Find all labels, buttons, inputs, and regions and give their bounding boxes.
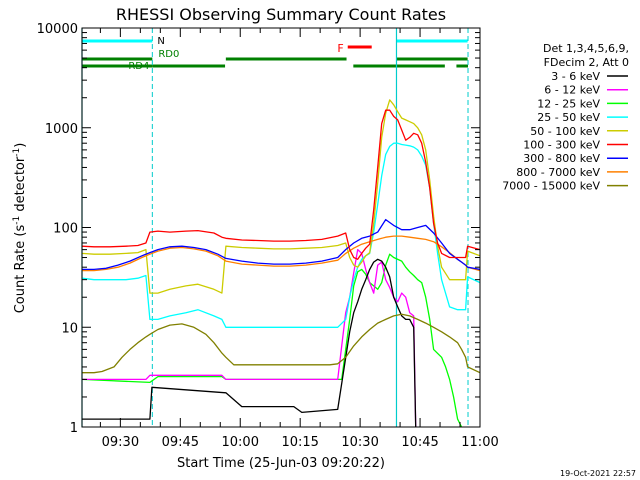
axis-ticks: 09:30 09:45 10:00 10:15 10:30 10:45 11:00 1 10 10… xyxy=(37,22,499,450)
footer-timestamp: 19-Oct-2021 22:57 xyxy=(560,469,636,478)
legend-label: 12 - 25 keV xyxy=(537,97,600,110)
series-line xyxy=(81,142,481,328)
x-tick-label: 10:15 xyxy=(281,435,318,450)
series-layer xyxy=(81,99,481,428)
legend-label: 50 - 100 keV xyxy=(530,125,600,138)
legend-label: 7000 - 15000 keV xyxy=(502,180,600,193)
legend-label: 800 - 7000 keV xyxy=(516,166,600,179)
time-markers xyxy=(81,28,469,427)
x-tick-label: 10:45 xyxy=(401,435,438,450)
plot-frame xyxy=(81,27,481,428)
status-bars: N F RD0 RD4 xyxy=(82,36,469,72)
y-axis-label: Count Rate (s-1 detector-1) xyxy=(12,143,28,314)
y-label-part1: Count Rate (s xyxy=(13,225,28,314)
series-line xyxy=(82,248,417,428)
legend-label: 100 - 300 keV xyxy=(523,139,600,152)
flare-label: F xyxy=(337,42,343,55)
series-line xyxy=(82,218,481,271)
y-label-sup2: -1 xyxy=(12,148,22,157)
series-line xyxy=(81,253,463,428)
x-axis-label: Start Time (25-Jun-03 09:20:22) xyxy=(177,456,385,471)
y-tick-label: 1000 xyxy=(45,122,78,137)
y-tick-label: 10 xyxy=(61,321,78,336)
legend-label: 300 - 800 keV xyxy=(523,152,600,165)
y-label-sup1: -1 xyxy=(12,216,22,225)
y-tick-label: 10000 xyxy=(37,22,78,37)
legend-header-line1: Det 1,3,4,5,6,9, xyxy=(543,42,629,55)
series-line xyxy=(81,99,481,294)
y-label-part2: detector xyxy=(13,156,28,216)
rd0-label: RD0 xyxy=(158,49,179,60)
night-label: N xyxy=(157,36,164,47)
x-tick-label: 11:00 xyxy=(461,435,498,450)
x-tick-label: 09:30 xyxy=(102,435,139,450)
series-line xyxy=(81,109,481,260)
chart-title: RHESSI Observing Summary Count Rates xyxy=(116,5,446,24)
y-tick-label: 100 xyxy=(53,222,78,237)
x-tick-label: 10:30 xyxy=(341,435,378,450)
x-tick-label: 10:00 xyxy=(222,435,259,450)
legend-label: 6 - 12 keV xyxy=(544,84,600,97)
y-tick-label: 1 xyxy=(70,421,78,436)
legend-label: 25 - 50 keV xyxy=(537,111,600,124)
x-tick-label: 09:45 xyxy=(162,435,199,450)
series-line xyxy=(82,313,481,374)
rd4-label: RD4 xyxy=(128,61,149,72)
legend-label: 3 - 6 keV xyxy=(551,70,600,83)
legend: Det 1,3,4,5,6,9, FDecim 2, Att 0 3 - 6 k… xyxy=(502,42,629,193)
y-label-part3: ) xyxy=(13,143,28,148)
legend-header-line2: FDecim 2, Att 0 xyxy=(544,56,629,69)
series-line xyxy=(82,258,417,428)
